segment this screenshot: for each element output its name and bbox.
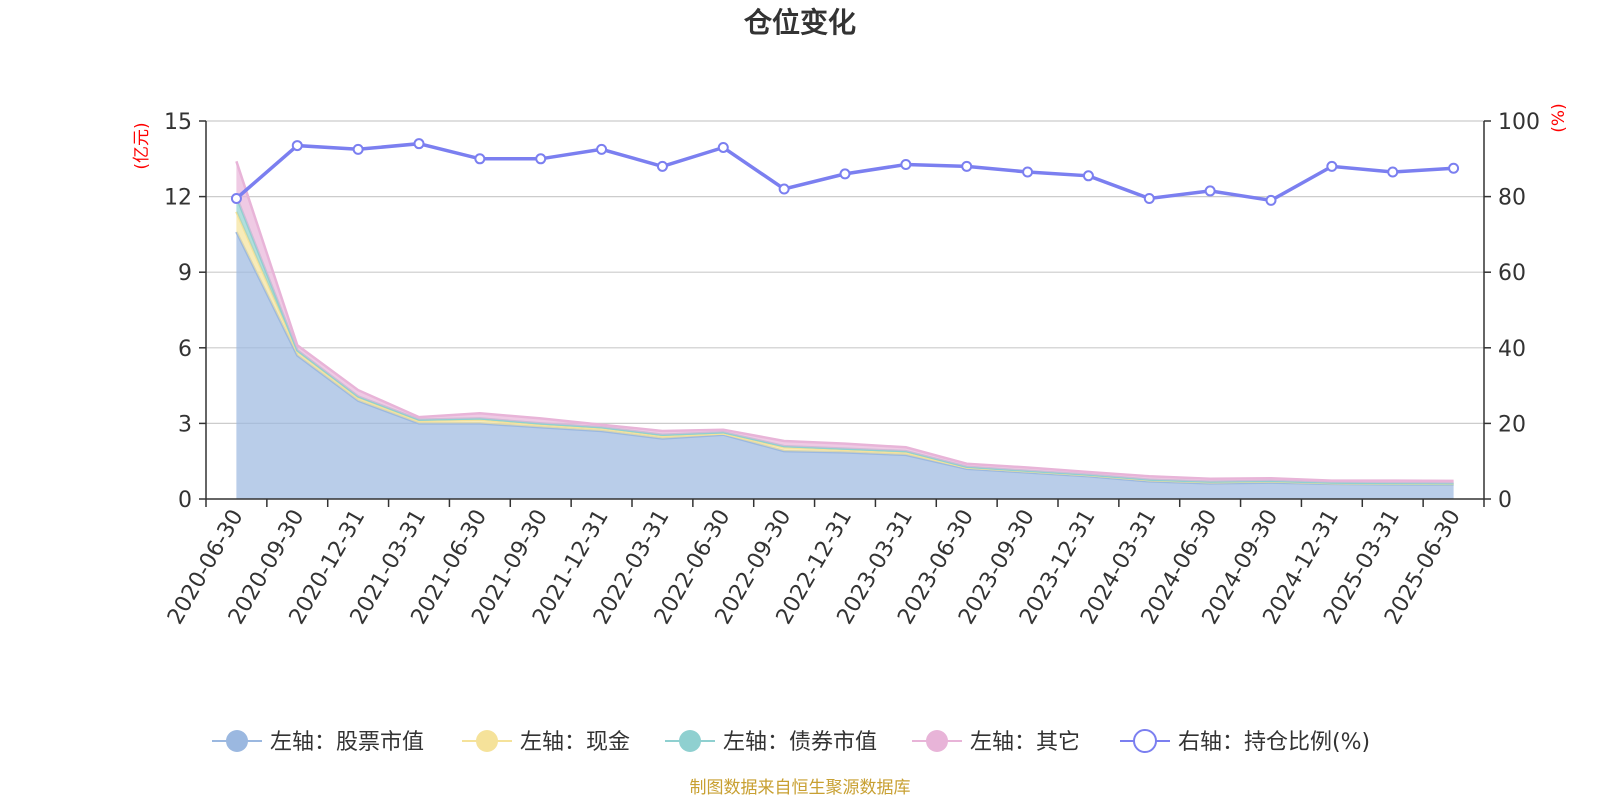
left-tick-label: 0	[178, 488, 192, 513]
legend-label: 左轴：债券市值	[723, 730, 877, 755]
left-tick-label: 6	[178, 337, 192, 362]
legend-item-3[interactable]: 左轴：债券市值	[665, 730, 877, 755]
right-axis-ticks: 0 20 40 60 80 100	[1484, 110, 1540, 513]
chart-title: 仓位变化	[744, 6, 856, 39]
legend-item-1[interactable]: 左轴：股票市值	[212, 730, 424, 755]
ratio-point	[1082, 170, 1094, 182]
ratio-point	[1022, 166, 1034, 178]
ratio-point	[961, 160, 973, 172]
right-tick-label: 20	[1498, 412, 1526, 437]
left-tick-label: 15	[164, 110, 192, 135]
ratio-point	[778, 183, 790, 195]
legend-item-2[interactable]: 左轴：现金	[462, 730, 630, 755]
ratio-point	[596, 143, 608, 155]
legend-label: 左轴：现金	[520, 730, 630, 755]
data-source-note: 制图数据来自恒生聚源数据库	[690, 778, 911, 798]
legend-label: 左轴：其它	[970, 730, 1080, 755]
ratio-point	[839, 168, 851, 180]
axes	[205, 121, 1485, 500]
ratio-point	[1143, 192, 1155, 204]
ratio-point	[717, 141, 729, 153]
left-tick-label: 12	[164, 186, 192, 211]
right-tick-label: 40	[1498, 337, 1526, 362]
legend-label: 左轴：股票市值	[270, 730, 424, 755]
legend-dot-icon	[476, 730, 498, 752]
ratio-point	[291, 140, 303, 152]
ratio-point	[535, 153, 547, 165]
stacked-areas	[235, 160, 1454, 499]
left-tick-label: 9	[178, 261, 192, 286]
gridlines	[206, 120, 1484, 424]
ratio-point	[1326, 160, 1338, 172]
ratio-point	[1265, 194, 1277, 206]
ratio-point	[352, 143, 364, 155]
ratio-point	[474, 153, 486, 165]
legend[interactable]: 左轴：股票市值 左轴：现金 左轴：债券市值 左轴：其它 右轴：持仓比例(%)	[212, 729, 1370, 755]
right-axis-unit: (%)	[1549, 103, 1569, 132]
ratio-point	[1387, 166, 1399, 178]
right-tick-label: 60	[1498, 261, 1526, 286]
right-tick-label: 80	[1498, 186, 1526, 211]
legend-dot-icon	[679, 730, 701, 752]
ratio-point	[230, 192, 242, 204]
ratio-point	[900, 158, 912, 170]
left-tick-label: 3	[178, 412, 192, 437]
ratio-point	[1204, 185, 1216, 197]
x-axis-ticks: 2020-06-302020-09-302020-12-312021-03-31…	[163, 499, 1485, 629]
legend-dot-icon	[226, 730, 248, 752]
left-axis-ticks: 0 3 6 9 12 15	[164, 110, 206, 513]
area-edge-4	[235, 160, 1454, 483]
legend-label: 右轴：持仓比例(%)	[1178, 730, 1370, 755]
ratio-point	[1448, 162, 1460, 174]
legend-item-5[interactable]: 右轴：持仓比例(%)	[1120, 729, 1370, 755]
legend-dot-icon	[926, 730, 948, 752]
area-1	[236, 231, 1454, 499]
legend-dot-icon	[1133, 729, 1157, 753]
left-axis-unit: (亿元)	[132, 122, 152, 169]
ratio-point	[656, 160, 668, 172]
right-tick-label: 100	[1498, 110, 1540, 135]
right-tick-label: 0	[1498, 488, 1512, 513]
legend-item-4[interactable]: 左轴：其它	[912, 730, 1080, 755]
ratio-point	[413, 138, 425, 150]
position-ratio-line	[230, 138, 1460, 206]
